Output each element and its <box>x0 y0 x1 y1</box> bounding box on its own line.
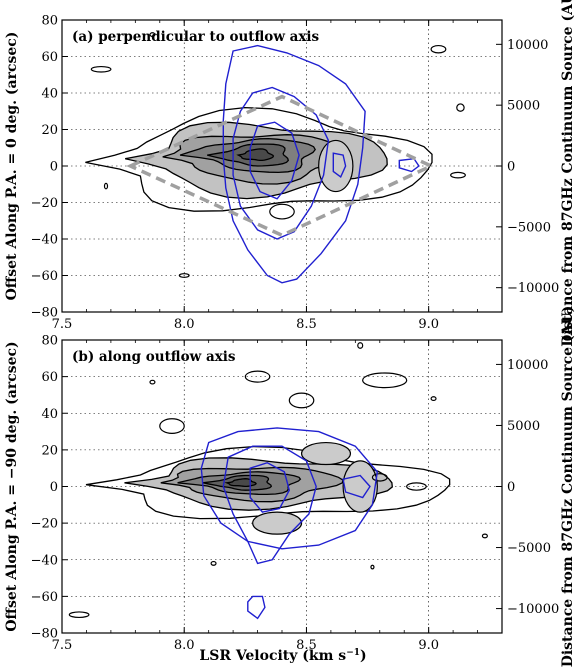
x-tick-label: 8.5 <box>296 317 317 332</box>
blue-contour <box>249 461 291 513</box>
y-tick-label: −20 <box>31 196 58 211</box>
y-axis-label: Offset Along P.A. = 0 deg. (arcsec) <box>4 32 20 301</box>
ticks: 7.5 8.0 8.5 9.0 −80 −60 −40 −20 0 20 40 60 80 −10000 −… <box>31 334 560 654</box>
contour-island <box>371 473 388 482</box>
y-tick-label: −40 <box>31 553 58 568</box>
contour-island <box>430 396 437 402</box>
emission-islands <box>68 342 488 619</box>
y-tick-label: −60 <box>31 269 58 284</box>
y2-tick-label: −5000 <box>507 541 551 556</box>
grid <box>62 340 502 633</box>
panel-b: 7.5 8.0 8.5 9.0 −80 −60 −40 −20 0 20 40 60 80 −10000 −… <box>4 306 576 668</box>
y2-tick-label: 10000 <box>507 38 548 53</box>
blue-contour <box>332 152 347 178</box>
x-tick-label: 9.0 <box>418 317 439 332</box>
contour-island <box>300 441 352 466</box>
blue-contour <box>222 44 366 284</box>
y2-tick-label: 0 <box>507 160 515 175</box>
emission-contours <box>85 445 451 520</box>
blue-contour <box>342 474 371 499</box>
panel-a: 7.5 8.0 8.5 9.0 −80 −60 −40 −20 0 20 40 60 80 −10000 −… <box>4 0 576 347</box>
contour-island <box>68 611 90 619</box>
contour-island <box>149 32 156 38</box>
contour-island <box>357 342 364 349</box>
ticks: 7.5 8.0 8.5 9.0 −80 −60 −40 −20 0 20 40 60 80 −10000 −… <box>31 14 560 333</box>
y-tick-label: 80 <box>41 14 58 29</box>
y2-axis-label: Distance from 87GHz Continuum Source (AU… <box>560 0 576 347</box>
blue-contours <box>222 44 420 284</box>
y-tick-label: 40 <box>41 87 58 102</box>
contour-island <box>252 511 303 535</box>
y-tick-label: 80 <box>41 334 58 349</box>
emission-contours <box>85 106 433 212</box>
x-tick-label: 8.5 <box>296 638 317 653</box>
contour-island <box>450 171 466 179</box>
y-tick-label: 0 <box>50 480 58 495</box>
plot-area <box>85 32 466 284</box>
y-tick-label: −80 <box>31 627 58 642</box>
y2-tick-label: −10000 <box>507 602 559 617</box>
y-tick-label: 60 <box>41 370 58 385</box>
blue-contour <box>249 121 300 200</box>
contour-island <box>342 460 378 513</box>
contour-island <box>178 273 190 278</box>
contour-island <box>288 392 315 409</box>
y2-tick-label: 0 <box>507 480 515 495</box>
contour-level-1 <box>85 106 433 212</box>
x-axis-label: LSR Velocity (km s−1) <box>199 648 366 664</box>
contour-island <box>362 372 408 389</box>
y2-tick-label: 10000 <box>507 358 548 373</box>
contour-island <box>481 533 488 539</box>
panel-label: (a) perpendicular to outflow axis <box>72 29 320 45</box>
panel-label: (b) along outflow axis <box>72 349 236 365</box>
y2-axis-label: Distance from 87GHz Continuum Source (AU… <box>560 306 576 668</box>
contour-island <box>244 370 271 383</box>
x-tick-label: 7.5 <box>52 317 73 332</box>
blue-contour <box>232 86 330 240</box>
grid <box>62 20 502 312</box>
y2-tick-label: −10000 <box>507 281 559 296</box>
y-tick-label: −40 <box>31 233 58 248</box>
y2-tick-label: 5000 <box>507 99 540 114</box>
x-tick-label: 8.0 <box>174 638 195 653</box>
y-tick-label: −80 <box>31 306 58 321</box>
contour-island <box>430 44 447 54</box>
y-axis-label: Offset Along P.A. = −90 deg. (arcsec) <box>4 341 20 631</box>
y-tick-label: −60 <box>31 590 58 605</box>
contour-island <box>456 103 465 112</box>
contour-level-6 <box>236 148 275 162</box>
blue-contour <box>247 595 266 620</box>
x-tick-label: 7.5 <box>52 638 73 653</box>
blue-contour <box>398 157 420 173</box>
contour-island <box>210 560 217 566</box>
dashed-box <box>126 94 436 238</box>
contour-island <box>90 65 112 73</box>
y2-tick-label: 5000 <box>507 419 540 434</box>
y-tick-label: 60 <box>41 50 58 65</box>
blue-contour <box>222 445 317 565</box>
blue-contours <box>200 427 379 620</box>
y2-tick-label: −5000 <box>507 220 551 235</box>
plot-area <box>68 342 488 620</box>
contour-island <box>159 418 185 434</box>
y-tick-label: 20 <box>41 123 58 138</box>
x-tick-label: 9.0 <box>418 638 439 653</box>
contour-island <box>406 482 427 491</box>
contour-island <box>269 203 295 220</box>
y-tick-label: 0 <box>50 160 58 175</box>
y-tick-label: 40 <box>41 407 58 422</box>
contour-island <box>318 139 354 193</box>
blue-contour <box>200 427 379 550</box>
x-tick-label: 8.0 <box>174 317 195 332</box>
contour-island <box>370 564 375 570</box>
y-tick-label: 20 <box>41 443 58 458</box>
contour-island <box>149 379 156 385</box>
y-tick-label: −20 <box>31 517 58 532</box>
contour-island <box>103 182 109 190</box>
